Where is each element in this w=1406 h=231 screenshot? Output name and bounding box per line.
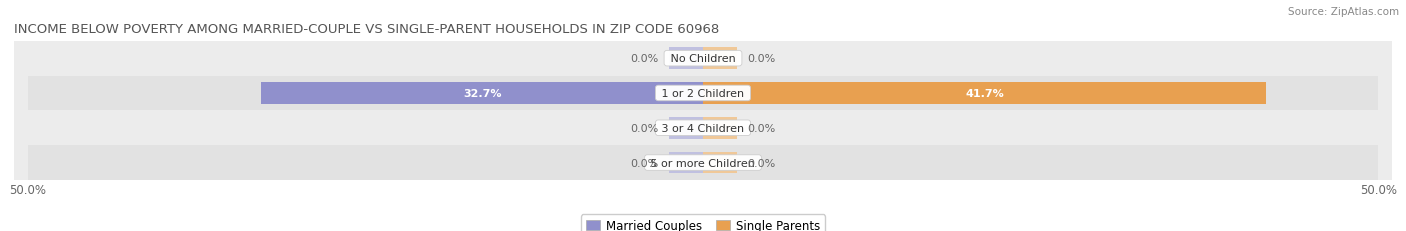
Text: Source: ZipAtlas.com: Source: ZipAtlas.com xyxy=(1288,7,1399,17)
Text: 1 or 2 Children: 1 or 2 Children xyxy=(658,88,748,99)
Bar xyxy=(28,42,1378,76)
Bar xyxy=(262,83,703,104)
Bar xyxy=(703,118,737,139)
Bar xyxy=(28,111,1378,146)
Bar xyxy=(669,152,703,174)
Legend: Married Couples, Single Parents: Married Couples, Single Parents xyxy=(581,214,825,231)
Text: 0.0%: 0.0% xyxy=(630,158,658,168)
Text: 0.0%: 0.0% xyxy=(630,54,658,64)
Bar xyxy=(703,152,737,174)
Text: 32.7%: 32.7% xyxy=(463,88,502,99)
Text: 41.7%: 41.7% xyxy=(966,88,1004,99)
Bar xyxy=(28,146,1378,180)
Text: 0.0%: 0.0% xyxy=(748,54,776,64)
Bar xyxy=(28,76,1378,111)
Bar xyxy=(669,118,703,139)
Text: 0.0%: 0.0% xyxy=(630,123,658,133)
Text: 0.0%: 0.0% xyxy=(748,158,776,168)
Text: No Children: No Children xyxy=(666,54,740,64)
Text: 0.0%: 0.0% xyxy=(748,123,776,133)
Text: INCOME BELOW POVERTY AMONG MARRIED-COUPLE VS SINGLE-PARENT HOUSEHOLDS IN ZIP COD: INCOME BELOW POVERTY AMONG MARRIED-COUPL… xyxy=(14,23,720,36)
Bar xyxy=(703,83,1267,104)
Text: 5 or more Children: 5 or more Children xyxy=(647,158,759,168)
Bar xyxy=(703,48,737,70)
Text: 3 or 4 Children: 3 or 4 Children xyxy=(658,123,748,133)
Bar xyxy=(669,48,703,70)
